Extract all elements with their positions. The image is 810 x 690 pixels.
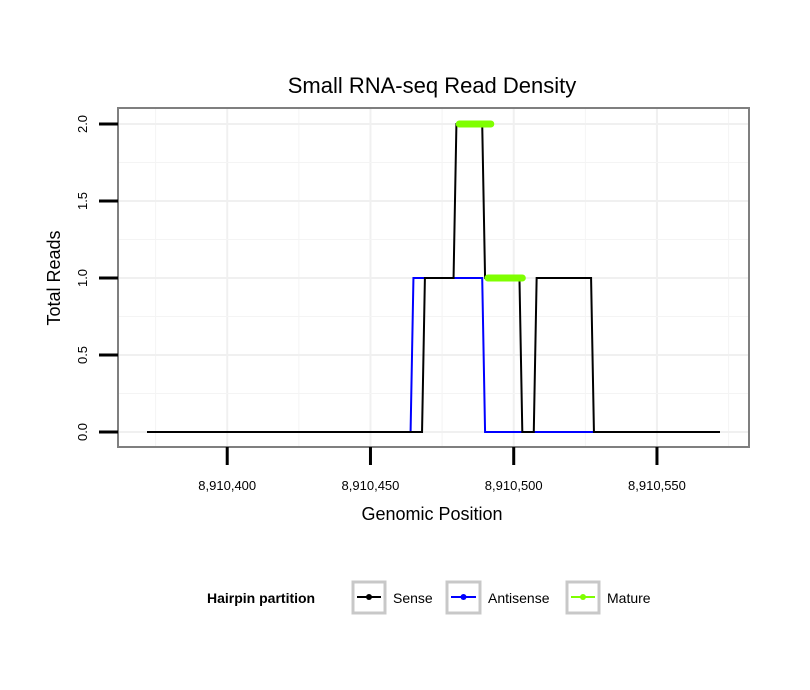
legend-item-sense: Sense xyxy=(351,580,433,615)
y-tick-label: 1.5 xyxy=(75,192,90,210)
legend-key-dot xyxy=(460,594,467,600)
legend-key-dot xyxy=(366,594,372,600)
legend: Hairpin partition Sense Antisense Mature xyxy=(207,580,651,615)
legend-label: Sense xyxy=(393,590,433,606)
chart-title: Small RNA-seq Read Density xyxy=(288,73,577,98)
x-tick-label: 8,910,550 xyxy=(628,478,686,493)
legend-label: Mature xyxy=(607,590,651,606)
y-tick-label: 0.0 xyxy=(75,423,90,441)
legend-item-antisense: Antisense xyxy=(445,580,550,615)
x-tick-label: 8,910,400 xyxy=(198,478,256,493)
x-tick-label: 8,910,500 xyxy=(485,478,543,493)
series-layer xyxy=(147,120,720,433)
legend-item-mature: Mature xyxy=(565,580,651,615)
y-axis: 0.0 0.5 1.0 1.5 2.0 xyxy=(75,115,118,441)
legend-title: Hairpin partition xyxy=(207,590,315,606)
y-tick-label: 0.5 xyxy=(75,346,90,364)
x-axis-title: Genomic Position xyxy=(361,504,502,524)
legend-label: Antisense xyxy=(488,590,550,606)
legend-key-dot xyxy=(580,594,586,600)
y-tick-label: 1.0 xyxy=(75,269,90,287)
x-axis: 8,910,400 8,910,450 8,910,500 8,910,550 xyxy=(198,447,686,493)
y-tick-label: 2.0 xyxy=(75,115,90,133)
y-axis-title: Total Reads xyxy=(44,230,64,325)
x-tick-label: 8,910,450 xyxy=(342,478,400,493)
